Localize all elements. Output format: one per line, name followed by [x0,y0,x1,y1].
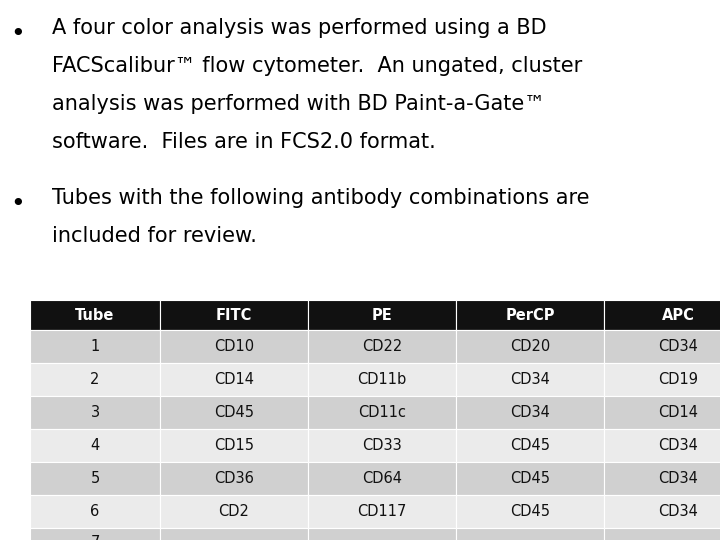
Text: CD34: CD34 [658,471,698,486]
Text: •: • [10,22,24,46]
Text: CD15: CD15 [214,438,254,453]
Text: CD34: CD34 [510,372,550,387]
Text: analysis was performed with BD Paint-a-Gate™: analysis was performed with BD Paint-a-G… [52,94,545,114]
Text: CD14: CD14 [214,372,254,387]
Text: CD64: CD64 [362,471,402,486]
Text: PE: PE [372,307,392,322]
Text: CD10: CD10 [214,339,254,354]
Text: CD33: CD33 [362,438,402,453]
Text: 6: 6 [91,504,99,519]
Text: CD14: CD14 [658,405,698,420]
Text: CD45: CD45 [510,438,550,453]
Text: APC: APC [662,307,694,322]
Text: CD34: CD34 [658,504,698,519]
Text: CD45: CD45 [510,504,550,519]
Text: CD117: CD117 [357,504,407,519]
Text: software.  Files are in FCS2.0 format.: software. Files are in FCS2.0 format. [52,132,436,152]
Text: included for review.: included for review. [52,226,257,246]
Text: A four color analysis was performed using a BD: A four color analysis was performed usin… [52,18,546,38]
Text: CD34: CD34 [510,405,550,420]
Text: CD11c: CD11c [358,405,406,420]
Text: CD34: CD34 [658,339,698,354]
Text: FACScalibur™ flow cytometer.  An ungated, cluster: FACScalibur™ flow cytometer. An ungated,… [52,56,582,76]
Text: CD11b: CD11b [357,372,407,387]
Text: CD2: CD2 [219,504,249,519]
Text: 7
(intracellular): 7 (intracellular) [45,535,145,540]
Text: Tube: Tube [76,307,114,322]
Text: 3: 3 [91,405,99,420]
Text: CD22: CD22 [362,339,402,354]
Text: 4: 4 [91,438,99,453]
Text: FITC: FITC [216,307,252,322]
Text: CD45: CD45 [214,405,254,420]
Text: CD19: CD19 [658,372,698,387]
Text: 5: 5 [91,471,99,486]
Text: 2: 2 [90,372,99,387]
Text: •: • [10,192,24,216]
Text: PerCP: PerCP [505,307,554,322]
Text: CD36: CD36 [214,471,254,486]
Text: CD45: CD45 [510,471,550,486]
Text: Tubes with the following antibody combinations are: Tubes with the following antibody combin… [52,188,590,208]
Text: CD34: CD34 [658,438,698,453]
Text: 1: 1 [91,339,99,354]
Text: CD20: CD20 [510,339,550,354]
